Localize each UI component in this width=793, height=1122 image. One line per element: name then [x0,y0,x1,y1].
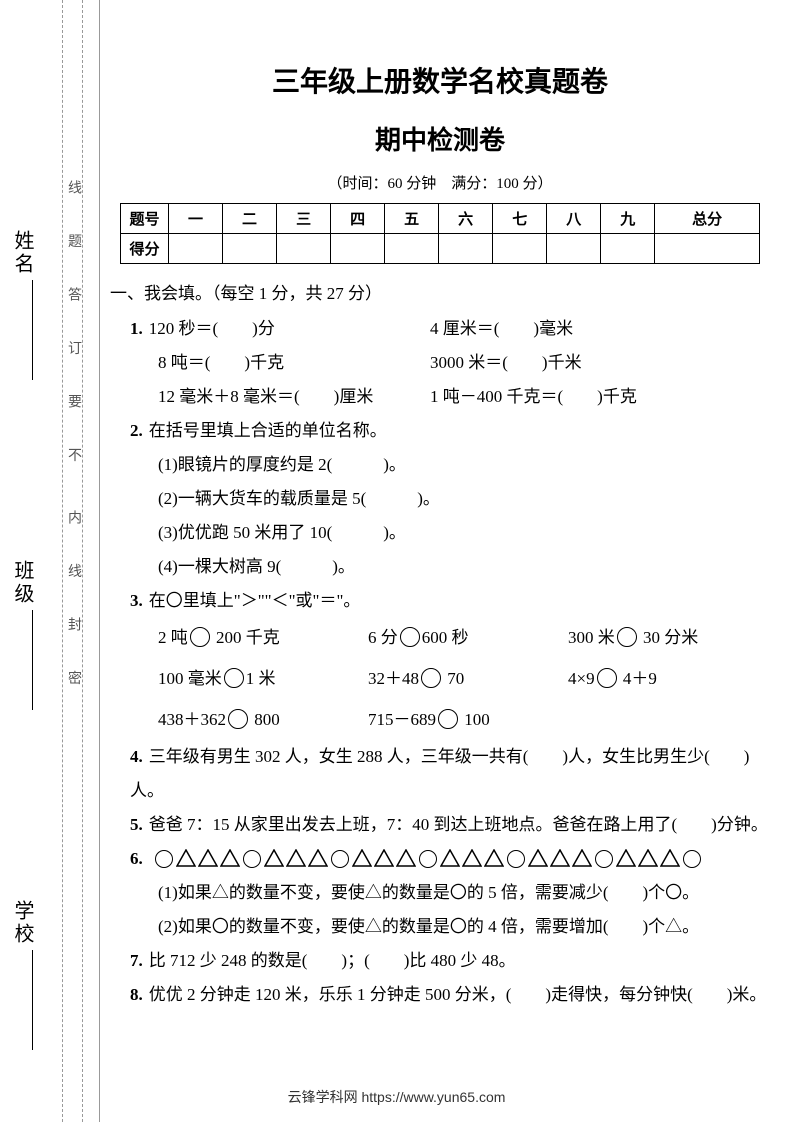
q-num: 4. [130,747,143,766]
q-text: (2)一辆大货车的载质量是 5( )。 [158,482,770,516]
question-1: 1. 120 秒＝( )分 4 厘米＝( )毫米 8 吨＝( )千克3000 米＝(… [130,312,770,414]
q-text: 600 秒 [422,628,469,647]
q-num: 3. [130,591,143,610]
q-text: 6 分 [368,628,398,647]
circle-blank-icon [228,709,248,729]
q-text: 三年级有男生 302 人，女生 288 人，三年级一共有( )人，女生比男生少(… [130,747,749,800]
shape-pattern [153,851,703,868]
q-text: 12 毫米＋8 毫米＝( )厘米 [158,380,430,414]
line-name [32,280,33,380]
q-num: 8. [130,985,143,1004]
q-text: 优优 2 分钟走 120 米，乐乐 1 分钟走 500 分米，( )走得快，每分… [149,985,767,1004]
q-text: 在括号里填上合适的单位名称。 [149,421,387,440]
circle-blank-icon [617,627,637,647]
circle-blank-icon [597,668,617,688]
title-sub: 期中检测卷 [110,120,770,157]
page-content: 三年级上册数学名校真题卷 期中检测卷 （时间：60 分钟 满分：100 分） 题… [110,60,770,1012]
q-text: 438＋362 [158,710,226,729]
exam-meta: （时间：60 分钟 满分：100 分） [110,172,770,193]
td [169,234,223,264]
th: 九 [601,204,655,234]
question-2: 2. 在括号里填上合适的单位名称。 (1)眼镜片的厚度约是 2( )。 (2)一辆… [130,414,770,584]
q-num: 5. [130,815,143,834]
q-text: 30 分米 [639,628,699,647]
q-text: 800 [250,710,280,729]
td [277,234,331,264]
binding-note-bot: 内 线 封 密 [63,510,83,703]
q-text: 3000 米＝( )千米 [430,346,750,380]
footer: 云锋学科网 https://www.yun65.com [0,1087,793,1107]
q-text: 4×9 [568,669,595,688]
q-text: 2 吨 [158,628,188,647]
score-table: 题号 一 二 三 四 五 六 七 八 九 总分 得分 [120,203,760,264]
th: 四 [331,204,385,234]
q-text: 爸爸 7：15 从家里出发去上班，7：40 到达上班地点。爸爸在路上用了( )分… [149,815,768,834]
q-text: 120 秒＝( )分 [149,319,275,338]
td [547,234,601,264]
q-text: 8 吨＝( )千克 [158,346,430,380]
question-6: 6. (1)如果△的数量不变，要使△的数量是〇的 5 倍，需要减少( )个〇。 … [130,842,770,944]
question-3: 3. 在〇里填上"＞""＜"或"＝"。 2 吨 200 千克 6 分 600 秒 3… [130,584,770,740]
th: 三 [277,204,331,234]
th: 得分 [121,234,169,264]
line-class [32,610,33,710]
line-school [32,950,33,1050]
q-text: 4＋9 [619,669,657,688]
table-row: 题号 一 二 三 四 五 六 七 八 九 总分 [121,204,760,234]
q-num: 1. [130,319,143,338]
question-4: 4.三年级有男生 302 人，女生 288 人，三年级一共有( )人，女生比男生… [130,740,770,808]
td [439,234,493,264]
q-text: 100 [460,710,490,729]
q-text: (1)眼镜片的厚度约是 2( )。 [158,448,770,482]
td [385,234,439,264]
th: 八 [547,204,601,234]
th: 六 [439,204,493,234]
td [223,234,277,264]
q-text: 1 吨－400 千克＝( )千克 [430,380,750,414]
td [601,234,655,264]
circle-blank-icon [421,668,441,688]
td [655,234,760,264]
binding-margin: 姓名 班级 学校 线 题 答 订 要 不 内 线 封 密 [0,0,100,1122]
circle-blank-icon [438,709,458,729]
question-5: 5. 爸爸 7：15 从家里出发去上班，7：40 到达上班地点。爸爸在路上用了( … [130,808,770,842]
q-num: 6. [130,849,143,868]
circle-blank-icon [224,668,244,688]
q-text: 300 米 [568,628,615,647]
q-text: 比 712 少 248 的数是( )；( )比 480 少 48。 [149,951,516,970]
label-school: 学校 [8,900,37,946]
table-row: 得分 [121,234,760,264]
q-text: 70 [443,669,464,688]
th: 五 [385,204,439,234]
q-text: (2)如果〇的数量不变，要使△的数量是〇的 4 倍，需要增加( )个△。 [158,910,770,944]
title-main: 三年级上册数学名校真题卷 [110,60,770,100]
q-text: 1 米 [246,669,276,688]
binding-note-top: 线 题 答 订 要 不 [63,180,83,480]
q-text: 32＋48 [368,669,419,688]
q-text: 100 毫米 [158,669,222,688]
th: 七 [493,204,547,234]
q-text: 4 厘米＝( )毫米 [430,312,750,346]
q-text: 715－689 [368,710,436,729]
label-name: 姓名 [8,230,37,276]
circle-blank-icon [400,627,420,647]
td [493,234,547,264]
th: 二 [223,204,277,234]
q-num: 2. [130,421,143,440]
th: 总分 [655,204,760,234]
circle-blank-icon [190,627,210,647]
q-text: (4)一棵大树高 9( )。 [158,550,770,584]
section-1-title: 一、我会填。（每空 1 分，共 27 分） [110,279,770,304]
q-text: 在〇里填上"＞""＜"或"＝"。 [149,591,361,610]
td [331,234,385,264]
question-7: 7. 比 712 少 248 的数是( )；( )比 480 少 48。 [130,944,770,978]
q-text: 200 千克 [212,628,280,647]
q-text: (3)优优跑 50 米用了 10( )。 [158,516,770,550]
th: 题号 [121,204,169,234]
label-class: 班级 [8,560,37,606]
q-text: (1)如果△的数量不变，要使△的数量是〇的 5 倍，需要减少( )个〇。 [158,876,770,910]
question-8: 8. 优优 2 分钟走 120 米，乐乐 1 分钟走 500 分米，( )走得快，… [130,978,770,1012]
q-num: 7. [130,951,143,970]
th: 一 [169,204,223,234]
